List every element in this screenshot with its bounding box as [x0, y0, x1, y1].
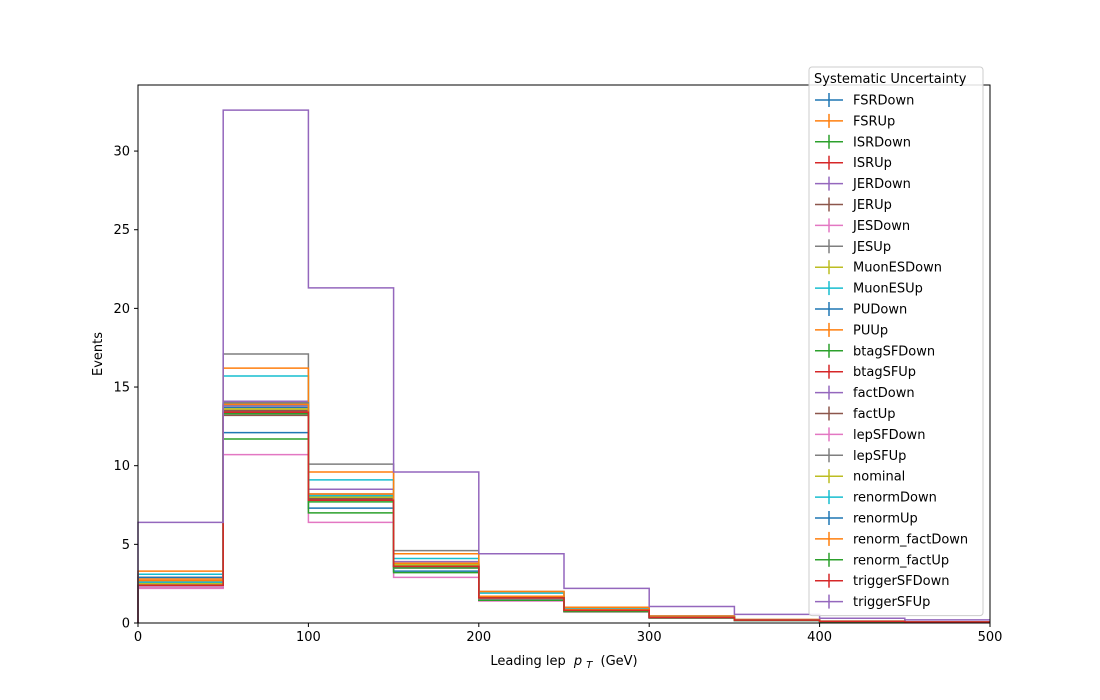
legend-label: renorm_factUp [853, 553, 949, 568]
plot-frame [137, 84, 991, 624]
x-tick-label: 500 [978, 630, 1003, 645]
legend-label: factDown [853, 386, 915, 401]
legend-entries: FSRDown FSRUp ISRDown ISRUp JERDown JERUp JESD… [815, 93, 968, 610]
x-axis-label-symbol: p [573, 654, 582, 669]
legend-item-nominal: nominal [815, 469, 905, 485]
y-tick-label: 15 [113, 381, 130, 396]
legend-label: PUDown [853, 303, 907, 318]
x-axis: 0 100 200 300 400 500 [134, 623, 1003, 645]
legend-label: triggerSFUp [853, 595, 930, 610]
legend-label: nominal [853, 470, 905, 485]
legend-label: renormUp [853, 512, 918, 527]
legend-item-MuonESDown: MuonESDown [815, 260, 942, 276]
legend-label: JERUp [852, 198, 892, 213]
legend-item-lepSFDown: lepSFDown [815, 427, 925, 443]
legend-label: btagSFUp [853, 365, 916, 380]
legend-item-FSRUp: FSRUp [815, 113, 895, 129]
x-axis-label-unit: (GeV) [601, 654, 638, 669]
legend-box [808, 66, 984, 617]
legend-item-JERUp: JERUp [815, 197, 892, 213]
y-axis-label: Events [91, 332, 106, 376]
legend-label: btagSFDown [853, 344, 935, 359]
legend-item-JESUp: JESUp [815, 239, 891, 255]
legend-item-factDown: factDown [815, 385, 915, 401]
legend-title: Systematic Uncertainty [814, 72, 967, 87]
x-tick-label: 400 [807, 630, 832, 645]
legend-item-renorm_factDown: renorm_factDown [815, 531, 968, 547]
legend-item-btagSFDown: btagSFDown [815, 343, 935, 359]
y-axis: 0 5 10 15 20 25 30 [113, 145, 138, 632]
legend-label: renorm_factDown [853, 532, 968, 547]
y-tick-label: 10 [113, 459, 130, 474]
legend-label: PUUp [853, 323, 888, 338]
legend-label: JESDown [852, 219, 910, 234]
legend-item-PUDown: PUDown [815, 302, 907, 318]
legend-item-renormUp: renormUp [815, 511, 918, 527]
y-tick-label: 0 [122, 617, 130, 632]
legend-item-btagSFUp: btagSFUp [815, 364, 916, 380]
legend-label: triggerSFDown [853, 574, 949, 589]
legend-label: MuonESDown [853, 261, 942, 276]
legend-label: renormDown [853, 491, 937, 506]
y-tick-label: 5 [122, 538, 130, 553]
legend-label: factUp [853, 407, 896, 422]
legend-item-factUp: factUp [815, 406, 896, 422]
legend-item-renorm_factUp: renorm_factUp [815, 552, 949, 568]
y-tick-label: 30 [113, 145, 130, 160]
legend-item-FSRDown: FSRDown [815, 93, 914, 109]
legend-item-JESDown: JESDown [815, 218, 910, 234]
legend-item-ISRUp: ISRUp [815, 155, 892, 171]
y-tick-label: 20 [113, 302, 130, 317]
series-layer [137, 109, 990, 623]
legend-label: ISRUp [853, 156, 892, 171]
legend: Systematic Uncertainty FSRDown FSRUp ISRDo… [808, 66, 984, 617]
series-line-triggerSFDown [137, 411, 990, 623]
x-axis-label-subscript: T [586, 660, 593, 671]
legend-label: JERDown [852, 177, 911, 192]
legend-label: lepSFDown [853, 428, 925, 443]
y-tick-label: 25 [113, 223, 130, 238]
legend-item-JERDown: JERDown [815, 176, 911, 192]
legend-label: FSRDown [853, 94, 914, 109]
legend-item-MuonESUp: MuonESUp [815, 281, 923, 297]
x-tick-label: 300 [637, 630, 662, 645]
x-tick-label: 200 [466, 630, 491, 645]
x-axis-label-text: Leading lep [490, 654, 565, 669]
legend-label: MuonESUp [853, 282, 923, 297]
legend-item-renormDown: renormDown [815, 490, 937, 506]
legend-label: lepSFUp [853, 449, 906, 464]
series-line-triggerSFUp [137, 109, 990, 623]
legend-item-PUUp: PUUp [815, 322, 888, 338]
legend-label: ISRDown [853, 135, 911, 150]
legend-item-lepSFUp: lepSFUp [815, 448, 906, 464]
legend-label: JESUp [852, 240, 891, 255]
legend-item-triggerSFUp: triggerSFUp [815, 594, 930, 610]
x-tick-label: 0 [134, 630, 142, 645]
legend-label: FSRUp [853, 114, 895, 129]
legend-item-triggerSFDown: triggerSFDown [815, 573, 949, 589]
x-tick-label: 100 [296, 630, 321, 645]
legend-item-ISRDown: ISRDown [815, 134, 911, 150]
x-axis-label: Leading lep p T (GeV) [490, 654, 637, 672]
